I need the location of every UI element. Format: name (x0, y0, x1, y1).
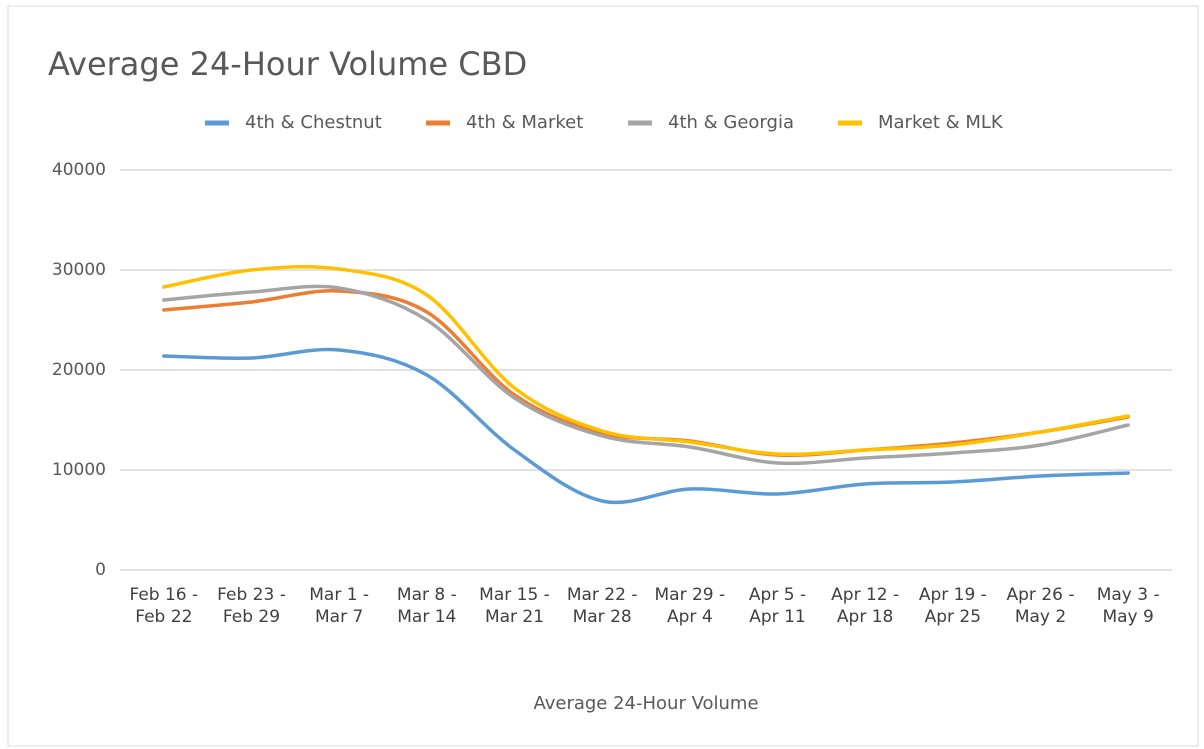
x-tick-label: Apr 26 - May 2 (1006, 585, 1075, 627)
y-tick-label: 20000 (52, 360, 106, 380)
series-line (162, 347, 1130, 505)
x-tick-label: Feb 16 - Feb 22 (129, 585, 199, 627)
y-tick-label: 10000 (52, 460, 106, 480)
x-tick-label: Mar 8 - Mar 14 (396, 585, 457, 627)
y-tick-label: 30000 (52, 260, 106, 280)
legend-label: 4th & Georgia (668, 112, 794, 133)
x-tick-label: Feb 23 - Feb 29 (217, 585, 286, 627)
x-tick-label: Apr 5 - Apr 11 (748, 585, 807, 627)
series-line (162, 284, 1130, 466)
legend-label: 4th & Market (466, 112, 583, 133)
x-axis-title: Average 24-Hour Volume (533, 693, 758, 714)
x-tick-label: Apr 12 - Apr 18 (831, 585, 900, 627)
y-tick-label: 0 (95, 560, 106, 580)
chart-title: Average 24-Hour Volume CBD (48, 45, 527, 83)
x-tick-label: Mar 15 - Mar 21 (479, 585, 550, 627)
legend-label: Market & MLK (878, 112, 1004, 133)
x-tick-label: Mar 1 - Mar 7 (309, 585, 370, 627)
legend-label: 4th & Chestnut (245, 112, 382, 133)
series-line (162, 264, 1130, 457)
y-tick-label: 40000 (52, 160, 106, 180)
x-tick-label: Mar 29 - Apr 4 (654, 585, 726, 627)
x-tick-label: May 3 - May 9 (1096, 585, 1160, 627)
chart-frame (7, 5, 1199, 747)
x-tick-label: Mar 22 - Mar 28 (566, 585, 638, 627)
x-tick-label: Apr 19 - Apr 25 (918, 585, 987, 627)
